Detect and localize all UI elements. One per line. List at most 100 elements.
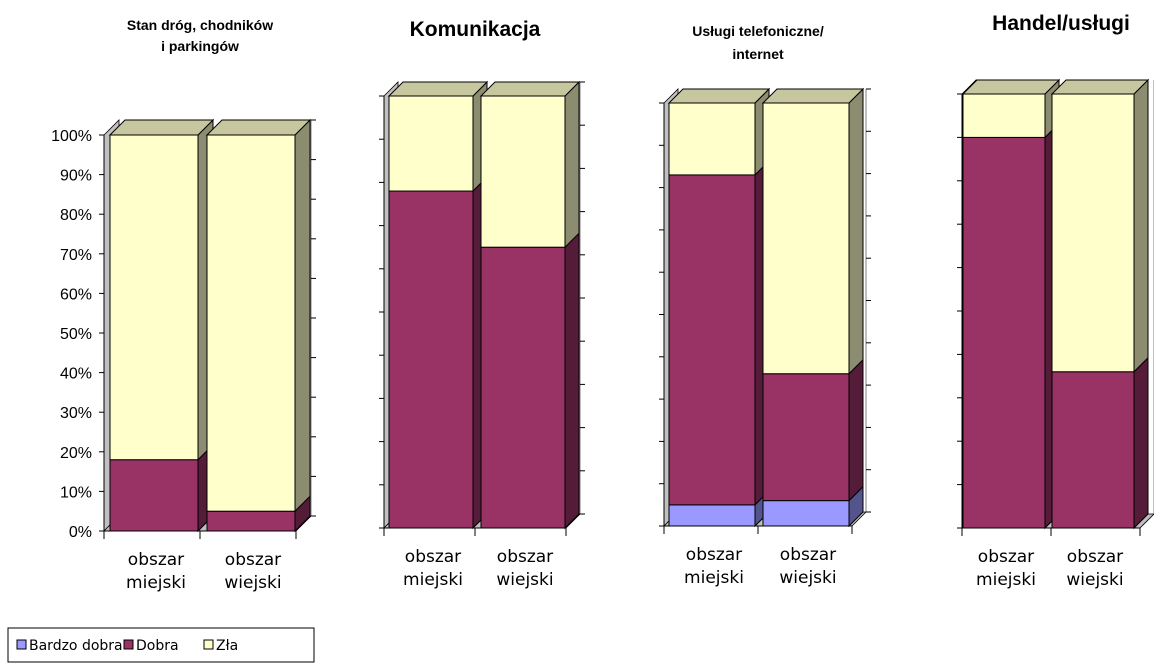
bar-front xyxy=(388,95,474,192)
bar-side xyxy=(564,231,580,530)
bar-segment xyxy=(206,118,311,513)
chart-title: Handel/usługi xyxy=(992,12,1130,35)
bar-front xyxy=(762,500,850,527)
bar-front xyxy=(962,93,1046,138)
bar-segment xyxy=(762,358,864,502)
legend-label: Bardzo dobra xyxy=(29,638,123,654)
chart-3: Usługi telefoniczne/internet obszar miejsk… xyxy=(659,23,871,588)
x-tick-label: miejski xyxy=(403,570,463,590)
bar-front xyxy=(762,102,850,375)
x-tick-label: obszar xyxy=(1067,547,1123,567)
bar-top xyxy=(1050,79,1150,95)
bar-segment xyxy=(388,175,488,530)
bar-side xyxy=(848,358,864,502)
bar-segment xyxy=(668,159,770,507)
chart-title: i parkingów xyxy=(161,38,239,54)
y-tick-label: 20% xyxy=(60,445,92,462)
x-tick-label: obszar xyxy=(128,550,184,570)
bar-side xyxy=(294,118,311,513)
bar-front xyxy=(762,373,850,502)
bar-front xyxy=(1051,371,1135,529)
x-tick-label: wiejski xyxy=(496,570,553,590)
bar-top xyxy=(387,81,489,97)
x-tick-label: wiejski xyxy=(779,568,836,588)
legend-label: Zła xyxy=(216,638,238,654)
bar-front xyxy=(109,459,199,532)
bar-front xyxy=(668,504,756,527)
bar-front xyxy=(109,134,199,461)
bar-side xyxy=(1133,78,1149,373)
bar-segment xyxy=(206,494,311,533)
y-tick-label: 100% xyxy=(51,128,92,145)
bar-stack xyxy=(961,78,1061,530)
bar-segment xyxy=(480,80,580,249)
legend-swatch xyxy=(16,639,27,650)
y-tick-label: 10% xyxy=(60,484,92,501)
y-tick-label: 90% xyxy=(60,168,92,185)
bar-front xyxy=(480,95,566,248)
x-tick-label: obszar xyxy=(405,547,461,567)
x-tick-label: obszar xyxy=(225,550,281,570)
y-tick-label: 0% xyxy=(69,524,92,541)
y-tick-label: 70% xyxy=(60,247,92,264)
chart-title: Komunikacja xyxy=(410,18,541,41)
y-tick-label: 40% xyxy=(60,366,92,383)
bar-stack xyxy=(387,80,489,530)
bar-stack xyxy=(1050,78,1150,530)
bar-front xyxy=(206,134,296,512)
bar-front xyxy=(206,510,296,532)
charts-layer: Stan dróg, chodników i parkingów 0% 10% 20% 3… xyxy=(51,12,1154,593)
bar-segment xyxy=(1051,356,1149,530)
x-tick-label: obszar xyxy=(978,547,1034,567)
legend-swatch xyxy=(123,639,134,650)
bar-front xyxy=(668,174,756,506)
bar-top xyxy=(667,88,771,104)
bar-stack xyxy=(108,118,215,533)
chart-title: internet xyxy=(732,46,784,62)
bar-side xyxy=(564,80,580,249)
x-tick-label: wiejski xyxy=(224,573,281,593)
bar-stack xyxy=(667,87,771,528)
legend-swatch xyxy=(203,639,214,650)
bar-side xyxy=(848,87,864,375)
bar-side xyxy=(1133,356,1149,530)
bar-front xyxy=(668,102,756,176)
x-tick-label: obszar xyxy=(497,547,553,567)
y-tick-label: 50% xyxy=(60,326,92,343)
x-tick-label: obszar xyxy=(686,545,742,565)
legend-label: Dobra xyxy=(136,638,179,654)
y-tick-label: 60% xyxy=(60,286,92,303)
x-tick-label: miejski xyxy=(126,573,186,593)
bar-top xyxy=(108,119,215,136)
legend: Bardzo dobra Dobra Zła xyxy=(7,627,315,663)
y-tick-label: 80% xyxy=(60,207,92,224)
bar-top xyxy=(961,79,1061,95)
chart-4: Handel/usługi obszar miejski obszar wiejski xyxy=(957,12,1154,590)
bar-stack xyxy=(205,118,312,533)
bar-stack xyxy=(479,80,581,530)
chart-title: Usługi telefoniczne/ xyxy=(692,23,824,39)
bar-top xyxy=(761,88,865,104)
bar-top xyxy=(205,119,312,136)
bar-segment xyxy=(762,87,864,375)
y-tick-label: 30% xyxy=(60,405,92,422)
x-tick-label: miejski xyxy=(684,568,744,588)
x-tick-label: miejski xyxy=(976,570,1036,590)
bar-segment xyxy=(1051,78,1149,373)
chart-1: Stan dróg, chodników i parkingów 0% 10% 20% 3… xyxy=(51,17,316,593)
bar-segment xyxy=(480,231,580,530)
bar-front xyxy=(1051,93,1135,373)
x-tick-label: wiejski xyxy=(1066,570,1123,590)
chart-title: Stan dróg, chodników xyxy=(127,17,273,33)
bar-front xyxy=(480,246,566,529)
bar-segment xyxy=(962,122,1060,530)
legend-box xyxy=(7,627,315,663)
bar-front xyxy=(388,190,474,529)
bar-segment xyxy=(388,80,488,193)
chart-2: Komunikacja obszar miejski obszar wiejski xyxy=(379,18,585,590)
x-tick-label: obszar xyxy=(780,545,836,565)
bar-front xyxy=(962,136,1046,529)
bar-stack xyxy=(761,87,865,528)
bar-segment xyxy=(109,118,214,461)
